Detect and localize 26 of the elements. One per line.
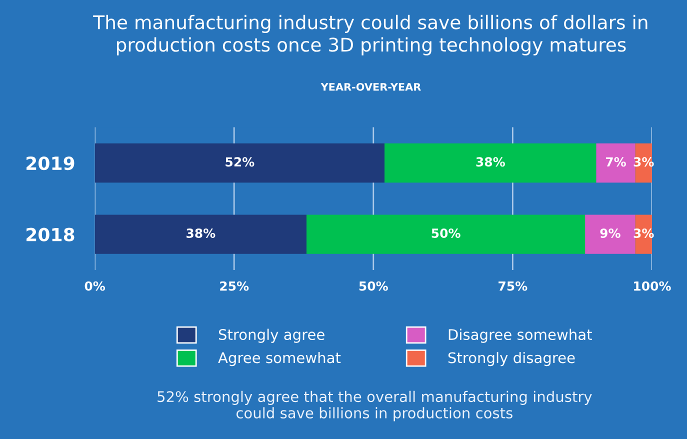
legend-label: Strongly disagree [448, 352, 575, 366]
x-tick-label: 50% [359, 281, 388, 291]
data-label: 9% [600, 228, 620, 238]
chart-subtitle: YEAR-OVER-YEAR [320, 82, 421, 91]
data-label: 50% [432, 228, 460, 238]
x-tick-label: 75% [498, 281, 528, 291]
bar [384, 143, 596, 183]
legend-label: Disagree somewhat [448, 328, 592, 343]
data-label: 38% [186, 228, 216, 238]
data-label: 52% [226, 157, 254, 167]
x-tick-label: 25% [220, 281, 249, 291]
data-label: 7% [606, 157, 626, 167]
data-label: 38% [476, 157, 505, 167]
bar [94, 214, 307, 254]
bar [596, 143, 636, 183]
chart-title: The manufacturing industry could save billions of dollars in production costs once 3D printing technology matures [93, 14, 648, 56]
bar [585, 214, 636, 254]
y-tick-label: 2019 [26, 156, 74, 170]
y-tick-label: 2018 [26, 228, 74, 242]
legend-label: Strongly agree [218, 328, 324, 343]
x-tick-label: 0% [84, 281, 106, 291]
x-tick-label: 100% [634, 281, 671, 291]
legend-label: Agree somewhat [218, 352, 341, 366]
bar [94, 143, 385, 183]
text: 52% strongly agree that the overall manufacturing industry could save billions in production costs [158, 390, 592, 422]
bar [306, 214, 586, 254]
